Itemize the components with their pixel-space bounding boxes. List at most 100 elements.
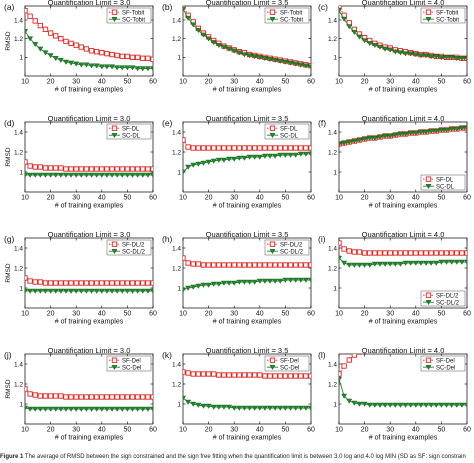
x-tick-label: 10	[335, 79, 343, 86]
data-point	[392, 49, 399, 55]
x-tick-label: 20	[361, 311, 369, 318]
data-point	[37, 172, 44, 178]
data-point	[109, 288, 115, 294]
data-point	[195, 161, 202, 167]
data-point	[460, 342, 464, 346]
plot-frame	[182, 353, 312, 425]
data-point	[140, 55, 146, 61]
chart-panel: 10 20 30 40 50 60 1 1.2 1.4 Quantification Limit …	[318, 342, 471, 442]
chart-title: Quantification Limit = 4.0	[362, 114, 445, 123]
x-tick-label: 60	[149, 79, 157, 86]
data-point	[37, 406, 44, 412]
x-tick-label: 10	[21, 79, 29, 86]
x-tick-label: 20	[47, 79, 55, 86]
data-point	[103, 64, 110, 70]
data-point	[139, 288, 146, 294]
x-tick-label: 60	[463, 79, 471, 86]
data-point	[226, 404, 233, 410]
legend-label: SC-Del	[436, 365, 455, 371]
data-point	[287, 373, 294, 379]
data-point	[25, 172, 28, 178]
data-point	[83, 394, 90, 400]
x-tick-label: 60	[307, 195, 315, 202]
data-point	[382, 133, 389, 139]
data-point	[241, 52, 248, 58]
data-point	[83, 166, 90, 172]
data-point	[109, 172, 115, 178]
data-point	[412, 260, 419, 266]
series-group	[25, 405, 153, 412]
data-point	[205, 262, 212, 268]
data-point	[32, 288, 39, 294]
data-point	[387, 133, 394, 139]
data-point	[221, 372, 227, 378]
y-tick-label: 1	[177, 169, 181, 176]
x-tick-label: 20	[47, 195, 55, 202]
data-point	[351, 354, 358, 358]
data-point	[287, 277, 294, 283]
data-point	[144, 172, 151, 178]
chart-panel: 10 20 30 40 50 60 1 1.2 1.4 Quantification Limit …	[318, 0, 471, 94]
data-point	[303, 373, 309, 379]
series-group	[339, 8, 467, 62]
plot-frame	[24, 5, 154, 77]
data-point	[382, 250, 388, 256]
legend-marker	[111, 17, 118, 22]
plot-frame	[182, 121, 312, 193]
data-point	[428, 54, 435, 60]
data-point	[119, 406, 126, 412]
x-tick-label: 50	[282, 311, 290, 318]
data-point	[47, 288, 54, 294]
data-point	[256, 55, 263, 61]
data-point	[438, 55, 445, 61]
data-point	[216, 372, 222, 378]
data-point	[277, 262, 283, 268]
data-point	[139, 66, 146, 72]
data-point	[341, 393, 348, 399]
x-tick-label: 50	[124, 427, 132, 434]
data-point	[438, 250, 445, 256]
data-point	[93, 288, 100, 294]
data-point	[140, 280, 146, 286]
data-point	[94, 280, 100, 286]
y-tick-label: 1.2	[172, 265, 181, 272]
x-tick-label: 60	[149, 311, 157, 318]
data-point	[402, 260, 409, 266]
data-point	[377, 261, 383, 267]
data-point	[150, 280, 153, 286]
data-point	[241, 279, 248, 285]
data-point	[231, 156, 238, 162]
data-point	[200, 160, 207, 166]
y-tick-label: 1.2	[14, 381, 23, 388]
data-point	[114, 52, 120, 59]
x-axis-label: # of training examples	[213, 87, 282, 94]
x-tick-label: 30	[386, 195, 394, 202]
legend-marker	[111, 357, 118, 363]
data-point	[47, 165, 54, 171]
data-point	[205, 145, 212, 151]
y-tick-label: 1.4	[172, 17, 181, 24]
data-point	[140, 394, 146, 400]
x-tick-label: 40	[412, 195, 420, 202]
legend-marker	[269, 249, 276, 254]
y-tick-label: 1	[333, 55, 337, 62]
data-point	[129, 288, 136, 294]
x-tick-label: 40	[256, 195, 264, 202]
data-point	[195, 402, 202, 408]
data-point	[99, 280, 105, 286]
data-point	[382, 402, 389, 408]
data-point	[47, 53, 54, 59]
data-point	[402, 250, 409, 256]
data-point	[124, 406, 131, 412]
data-point	[377, 250, 383, 256]
data-point	[448, 250, 455, 256]
data-point	[308, 405, 311, 411]
chart-panel: 10 20 30 40 50 60 1 1.2 1.4 Quantification Limit …	[318, 114, 471, 210]
data-point	[190, 145, 196, 151]
series-group	[339, 376, 467, 408]
series-group	[183, 255, 311, 268]
data-point	[68, 280, 74, 286]
data-point	[402, 51, 409, 57]
x-tick-label: 60	[149, 195, 157, 202]
data-point	[339, 8, 342, 14]
